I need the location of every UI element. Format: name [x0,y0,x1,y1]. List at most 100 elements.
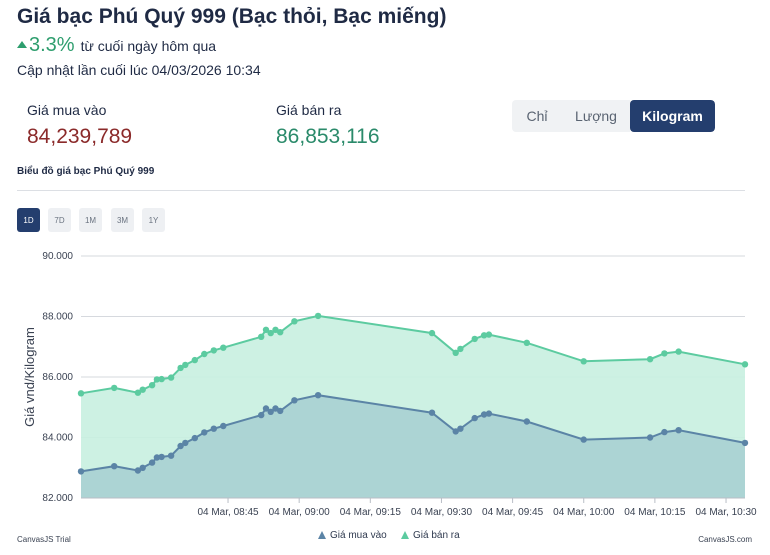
buy-price-point [210,425,217,432]
buy-price-point [267,408,274,415]
sell-price-point [314,312,322,320]
buy-price-point [471,414,478,422]
buy-price-point [272,405,279,412]
sell-price-point [111,384,118,392]
legend-sell-label: Giá bán ra [413,530,460,541]
range-3m-button[interactable]: 3M [111,208,134,232]
y-tick-label: 82.000 [42,493,73,504]
sell-price-value: 86,853,116 [276,125,380,148]
buy-price-point [480,411,488,418]
buy-price-point [580,436,587,443]
sell-price-point [167,374,175,381]
last-updated: Cập nhật lần cuối lúc 04/03/2026 10:34 [17,62,261,78]
range-1d-button[interactable]: 1D [17,208,40,232]
sell-price-point [457,345,464,353]
unit-kilogram-button[interactable]: Kilogram [630,100,715,132]
sell-price-point [220,344,227,351]
divider [17,190,745,191]
sell-price-point [158,375,165,383]
sell-price-point [485,331,493,338]
buy-price-point [661,428,668,436]
buy-price-point [741,439,749,447]
range-1y-button[interactable]: 1Y [142,208,165,232]
sell-price-point [267,329,274,337]
sell-price-point [148,382,156,389]
credit-right: CanvasJS.com [698,535,752,544]
legend-sell-marker [401,531,409,539]
sell-price-point [452,349,459,356]
range-1m-button[interactable]: 1M [79,208,102,232]
buy-price-point [220,422,227,430]
buy-price-point [77,468,85,475]
y-tick-label: 90.000 [42,251,73,262]
sell-price-point [258,333,265,340]
sell-price-point [523,339,530,346]
buy-price-area [81,395,745,498]
buy-price-point [134,467,142,474]
buy-price-point [167,452,175,459]
unit-selector: Chỉ Lượng Kilogram [512,100,715,132]
sell-price-point [291,318,298,325]
legend-buy-marker [318,531,326,539]
buy-price-point [277,407,284,415]
sell-price-point [428,329,436,337]
buy-price-point [523,418,530,425]
y-tick-label: 86.000 [42,372,73,383]
sell-price-point [201,350,208,358]
sell-price-point [675,348,682,355]
x-tick-label: 04 Mar, 10:00 [553,507,615,518]
sell-price-point [480,332,488,339]
buy-price-value: 84,239,789 [27,125,133,148]
sell-price-point [741,361,749,368]
x-tick-label: 04 Mar, 09:45 [482,507,544,518]
sell-price-point [134,389,142,396]
buy-price-point [148,459,156,466]
buy-price-point [111,463,118,470]
chart-axes: 82.000 84.000 86.000 88.000 90.000 04 Mar, 08… [42,251,757,518]
x-tick-label: 04 Mar, 09:00 [269,507,331,518]
x-tick-label: 04 Mar, 08:45 [197,507,259,518]
sell-price-point [177,364,184,372]
y-axis-title: Giá vnd/Kilogram [22,327,37,427]
sell-price-point [153,376,161,383]
change-percent: 3.3% [29,34,75,56]
buy-price-point [646,434,654,441]
chart-points [77,312,749,475]
buy-price-point [177,442,184,450]
unit-luong-button[interactable]: Lượng [562,100,630,132]
sell-price-label: Giá bán ra [276,102,342,118]
x-tick-label: 04 Mar, 09:30 [411,507,473,518]
price-change: 3.3% từ cuối ngày hôm qua [17,34,216,57]
buy-price-point [201,429,208,436]
buy-price-point [158,453,165,461]
buy-price-point [291,397,298,404]
sell-price-point [272,326,279,333]
sell-price-point [262,326,270,333]
range-7d-button[interactable]: 7D [48,208,71,232]
legend-buy-label: Giá mua vào [330,530,387,541]
buy-price-point [428,409,436,416]
buy-price-point [258,411,265,419]
buy-price-point [262,405,270,412]
buy-price-point [139,464,146,471]
y-tick-label: 88.000 [42,312,73,323]
y-tick-label: 84.000 [42,433,73,444]
sell-price-point [139,386,146,393]
buy-price-point [452,428,459,435]
buy-price-point [485,410,493,417]
buy-price-point [457,425,464,432]
sell-price-point [182,361,189,369]
sell-price-point [661,350,668,357]
buy-price-point [675,427,682,434]
buy-price-label: Giá mua vào [27,102,107,118]
arrow-up-icon [17,41,27,48]
chart-title: Biểu đồ giá bạc Phú Quý 999 [17,166,155,177]
buy-price-point [191,434,198,442]
sell-price-point [471,335,478,343]
x-tick-label: 04 Mar, 10:30 [695,507,757,518]
unit-chi-button[interactable]: Chỉ [512,100,562,132]
credit-left: CanvasJS Trial [17,535,71,544]
buy-price-point [182,439,189,447]
x-tick-label: 04 Mar, 10:15 [624,507,686,518]
sell-price-point [77,390,85,397]
